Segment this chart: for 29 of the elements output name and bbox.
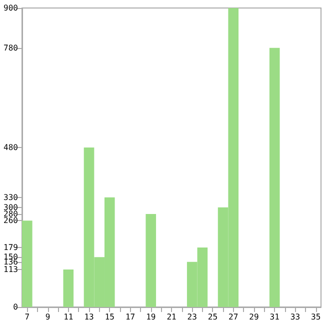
x-tick-label: 19: [146, 312, 156, 321]
x-tick-label: 15: [104, 312, 115, 321]
y-tick-label: 260: [4, 216, 18, 226]
y-tick-label: 113: [4, 264, 18, 274]
x-tick-label: 35: [311, 312, 321, 321]
y-tick-label: 480: [4, 143, 18, 152]
bar: [22, 220, 32, 307]
x-tick-label: 7: [24, 312, 30, 321]
x-tick-label: 31: [270, 312, 280, 321]
y-tick-label: 280: [4, 209, 18, 218]
x-tick-label: 13: [84, 312, 94, 321]
y-tick-label: 0: [13, 302, 18, 312]
x-tick-label: 17: [125, 312, 136, 321]
x-tick-label: 29: [249, 312, 259, 321]
x-tick-label: 21: [166, 312, 176, 321]
y-tick-label: 179: [4, 243, 18, 252]
y-tick-label: 330: [4, 192, 18, 202]
y-tick-label: 300: [4, 202, 18, 212]
x-tick-label: 25: [208, 312, 218, 321]
x-tick-label: 11: [64, 312, 74, 321]
y-tick-label: 780: [4, 43, 18, 52]
bar: [63, 269, 74, 307]
x-tick-label: 27: [228, 312, 238, 321]
bar: [269, 48, 280, 307]
bar: [146, 214, 156, 307]
x-tick-label: 23: [187, 312, 198, 321]
x-tick-label: 9: [45, 312, 50, 321]
x-tick-label: 33: [290, 312, 300, 321]
y-tick-label: 900: [4, 4, 18, 12]
